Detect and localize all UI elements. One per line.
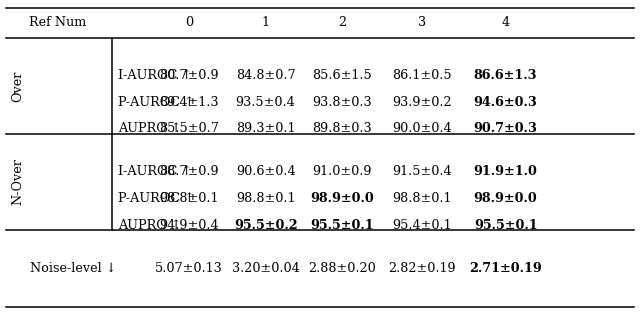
Text: 95.4±0.1: 95.4±0.1 (392, 219, 452, 232)
Text: 94.9±0.4: 94.9±0.4 (159, 219, 219, 232)
Text: 93.8±0.3: 93.8±0.3 (312, 96, 372, 109)
Text: 90.7±0.3: 90.7±0.3 (474, 122, 538, 135)
Text: 2: 2 (339, 16, 346, 29)
Text: 93.5±0.4: 93.5±0.4 (236, 96, 296, 109)
Text: 98.9±0.0: 98.9±0.0 (474, 192, 538, 205)
Text: 3: 3 (419, 16, 426, 29)
Text: 86.1±0.5: 86.1±0.5 (392, 69, 452, 82)
Text: 2.88±0.20: 2.88±0.20 (308, 262, 376, 275)
Text: 91.0±0.9: 91.0±0.9 (313, 165, 372, 178)
Text: 98.8±0.1: 98.8±0.1 (159, 192, 218, 205)
Text: 1: 1 (262, 16, 269, 29)
Text: 86.6±1.3: 86.6±1.3 (474, 69, 538, 82)
Text: 90.6±0.4: 90.6±0.4 (236, 165, 296, 178)
Text: 5.07±0.13: 5.07±0.13 (155, 262, 223, 275)
Text: I-AUROC ↑: I-AUROC ↑ (118, 69, 192, 82)
Text: AUPRO ↑: AUPRO ↑ (118, 122, 182, 135)
Text: 80.7±0.9: 80.7±0.9 (159, 69, 219, 82)
Text: 4: 4 (502, 16, 509, 29)
Text: 3.20±0.04: 3.20±0.04 (232, 262, 300, 275)
Text: 0: 0 (185, 16, 193, 29)
Text: 85.6±1.5: 85.6±1.5 (312, 69, 372, 82)
Text: 89.3±0.1: 89.3±0.1 (236, 122, 295, 135)
Text: Noise-level ↓: Noise-level ↓ (31, 262, 116, 275)
Text: 84.8±0.7: 84.8±0.7 (236, 69, 296, 82)
Text: 2.71±0.19: 2.71±0.19 (469, 262, 542, 275)
Text: 98.9±0.0: 98.9±0.0 (310, 192, 374, 205)
Text: P-AUROC ↑: P-AUROC ↑ (118, 96, 195, 109)
Text: 98.8±0.1: 98.8±0.1 (236, 192, 295, 205)
Text: 90.0±0.4: 90.0±0.4 (392, 122, 452, 135)
Text: 91.9±1.0: 91.9±1.0 (474, 165, 538, 178)
Text: 98.8±0.1: 98.8±0.1 (393, 192, 452, 205)
Text: I-AUROC ↑: I-AUROC ↑ (118, 165, 192, 178)
Text: 2.82±0.19: 2.82±0.19 (388, 262, 456, 275)
Text: Over: Over (12, 70, 24, 101)
Text: AUPRO ↑: AUPRO ↑ (118, 219, 182, 232)
Text: Ref Num: Ref Num (29, 16, 86, 29)
Text: N-Over: N-Over (12, 158, 24, 205)
Text: 95.5±0.1: 95.5±0.1 (474, 219, 538, 232)
Text: 88.7±0.9: 88.7±0.9 (159, 165, 219, 178)
Text: 91.5±0.4: 91.5±0.4 (392, 165, 452, 178)
Text: 89.8±0.3: 89.8±0.3 (312, 122, 372, 135)
Text: 94.6±0.3: 94.6±0.3 (474, 96, 538, 109)
Text: P-AUROC ↑: P-AUROC ↑ (118, 192, 195, 205)
Text: 95.5±0.1: 95.5±0.1 (310, 219, 374, 232)
Text: 93.9±0.2: 93.9±0.2 (392, 96, 452, 109)
Text: 89.4±1.3: 89.4±1.3 (159, 96, 218, 109)
Text: 85.5±0.7: 85.5±0.7 (159, 122, 219, 135)
Text: 95.5±0.2: 95.5±0.2 (234, 219, 298, 232)
